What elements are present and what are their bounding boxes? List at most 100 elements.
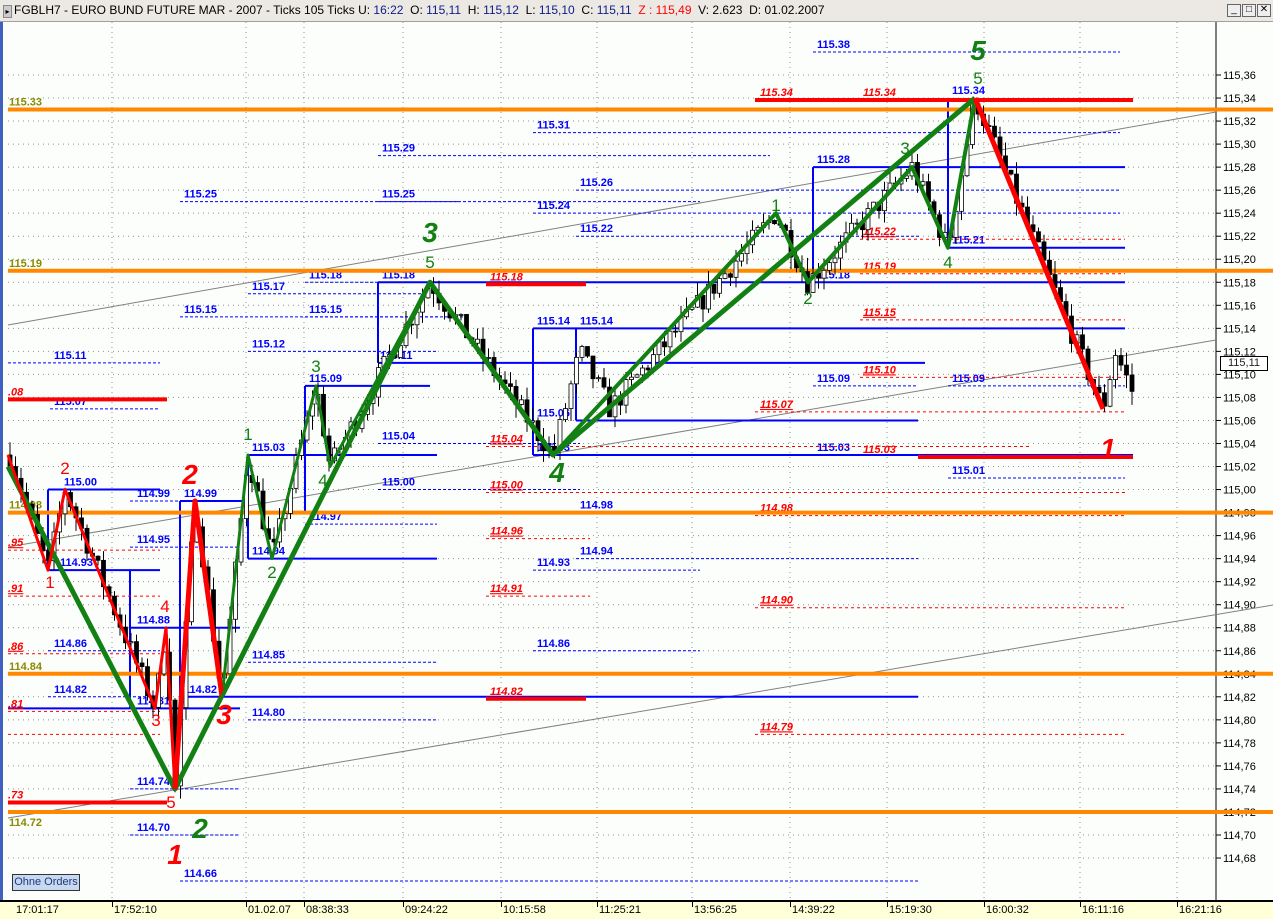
blue-level-label: 115.06	[537, 407, 570, 419]
chart-title: FGBLH7 - EURO BUND FUTURE MAR - 2007 - T…	[14, 0, 825, 21]
candle-body	[585, 346, 590, 357]
h-label: H:	[467, 3, 480, 17]
x-axis-tick-label: 09:24:22	[405, 904, 448, 916]
chart-title-bar: ▸ FGBLH7 - EURO BUND FUTURE MAR - 2007 -…	[0, 0, 1273, 22]
blue-level-label: 115.25	[184, 189, 217, 201]
x-axis-tick-label: 01.02.07	[248, 904, 291, 916]
x-axis-tick	[597, 902, 598, 907]
y-axis-tick-label: 114,68	[1223, 853, 1256, 865]
date-value: D: 01.02.2007	[749, 3, 825, 17]
candle-body	[640, 367, 645, 376]
y-axis-tick-label: 115,08	[1223, 392, 1256, 404]
candle-body	[95, 555, 101, 561]
candle-body	[662, 341, 667, 348]
price-chart[interactable]: 115,36 115,34 115,32 115,30 115,28 115,26 115,…	[0, 22, 1273, 900]
candle-body	[579, 346, 585, 358]
wave-line-green-minor-a	[220, 281, 432, 697]
title-menu-arrow-icon[interactable]: ▸	[3, 5, 12, 18]
blue-level-label: 115.22	[580, 223, 613, 235]
close-value: 115,11	[596, 3, 632, 17]
candle-body	[629, 376, 634, 380]
candle-body	[601, 377, 607, 388]
x-axis-tick	[984, 902, 985, 907]
candle-body	[772, 220, 777, 225]
y-axis-tick-label: 115,02	[1223, 462, 1256, 474]
wave-label: 4	[318, 471, 327, 490]
high-value: 115,12	[483, 3, 519, 17]
ohne-orders-button[interactable]: Ohne Orders	[12, 874, 80, 891]
red-level-label: 115.00	[490, 480, 524, 492]
red-level-label: 115.15	[863, 307, 897, 319]
blue-level-label: 115.11	[54, 350, 86, 362]
red-level-label: 114.96	[490, 526, 524, 538]
y-axis-tick-label: 114,90	[1223, 600, 1256, 612]
blue-level-label: 115.09	[309, 373, 342, 385]
wave-label: 5	[425, 253, 434, 272]
blue-level-label: 114.85	[252, 649, 285, 661]
blue-level-label: 114.93	[60, 557, 93, 569]
blue-level-label: 114.82	[184, 684, 217, 696]
z-value: Z : 115,49	[638, 3, 692, 17]
red-level-label: .95	[8, 537, 24, 549]
x-axis-tick	[692, 902, 693, 907]
x-axis-tick	[1080, 902, 1081, 907]
close-icon[interactable]: ✕	[1257, 4, 1271, 17]
blue-level-label: 115.00	[64, 477, 97, 489]
y-axis-tick-label: 115,26	[1223, 185, 1256, 197]
y-axis-tick-label: 114,70	[1223, 830, 1256, 842]
candle-body	[145, 666, 150, 697]
wave-label: 1	[167, 839, 183, 870]
wave-label: 3	[422, 217, 438, 248]
candle-body	[667, 330, 673, 348]
candle-body	[832, 257, 838, 264]
wave-line-red-c	[972, 97, 1106, 410]
candle-body	[1008, 169, 1014, 175]
blue-level-label: 115.14	[580, 315, 614, 327]
l-label: L:	[525, 3, 536, 17]
x-axis-tick	[112, 902, 113, 907]
blue-level-label: 114.99	[184, 488, 217, 500]
minimize-icon[interactable]: _	[1227, 4, 1241, 17]
candle-body	[992, 125, 997, 138]
blue-level-label: 114.93	[537, 557, 570, 569]
red-level-label: 115.22	[863, 226, 896, 238]
wave-line-red-b	[172, 498, 225, 790]
x-axis-tick	[403, 902, 404, 907]
candle-body	[519, 399, 524, 405]
x-axis-tick	[304, 902, 305, 907]
wave-label: 2	[803, 289, 812, 308]
time-axis[interactable]: 17:01:17 17:52:10 01.02.07 08:38:33 09:24:22…	[0, 900, 1273, 919]
blue-level-label: 114.80	[252, 707, 285, 719]
red-level-label: .86	[8, 641, 24, 653]
y-axis-tick-label: 115,32	[1223, 116, 1256, 128]
x-axis-tick	[501, 902, 502, 907]
x-axis-tick-label: 15:19:30	[889, 904, 932, 916]
wave-label: 1	[1100, 433, 1116, 464]
x-axis-tick-label: 10:15:58	[503, 904, 546, 916]
x-axis-tick-label: 16:11:16	[1082, 904, 1125, 916]
blue-level-label: 115.38	[817, 39, 850, 51]
wave-label: 5	[973, 69, 982, 88]
blue-level-label: 115.34	[952, 85, 986, 97]
x-axis-tick-label: 13:56:25	[694, 904, 737, 916]
red-thick-level-label: 115.18	[490, 271, 524, 283]
maximize-icon[interactable]: □	[1242, 4, 1256, 17]
candle-body	[508, 383, 513, 387]
candle-body	[1080, 334, 1085, 350]
blue-level-label: 114.74	[137, 776, 171, 788]
candle-body	[1036, 231, 1041, 243]
trend-line	[7, 604, 1273, 819]
blue-level-label: 114.70	[137, 822, 170, 834]
candle-body	[733, 260, 739, 278]
blue-level-label: 115.09	[952, 373, 985, 385]
x-axis-tick-label: 11:25:21	[599, 904, 642, 916]
x-axis-tick-label: 14:39:22	[792, 904, 835, 916]
y-axis-tick-label: 114,94	[1223, 554, 1256, 566]
trend-line	[7, 111, 1217, 326]
open-value: 115,11	[426, 3, 462, 17]
wave-label: 2	[267, 563, 276, 582]
blue-level-label: 115.31	[537, 120, 570, 132]
candle-body	[128, 641, 134, 644]
wave-label: 4	[548, 457, 565, 488]
candle-body	[673, 330, 678, 333]
